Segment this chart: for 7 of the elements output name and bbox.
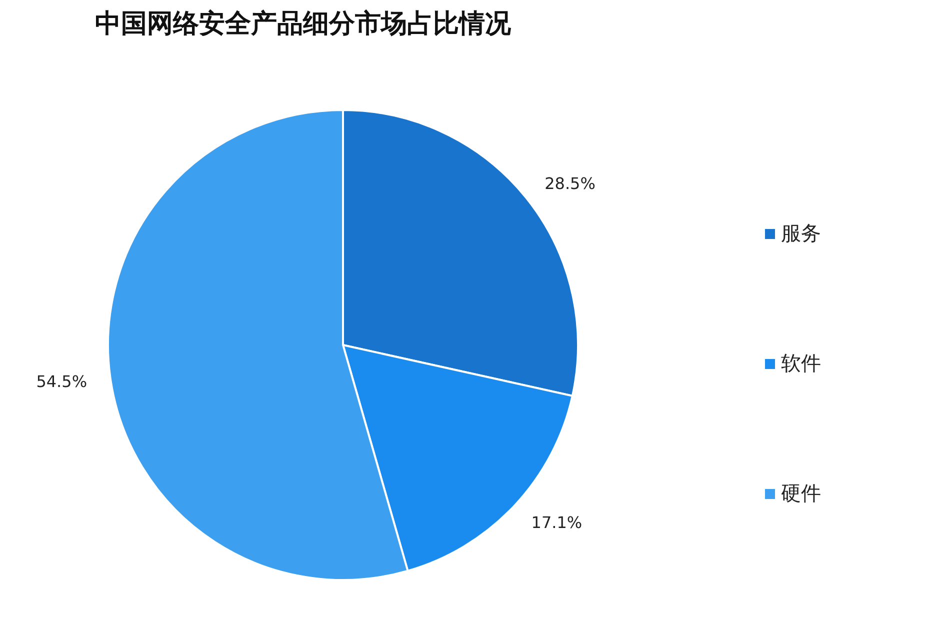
legend-label: 服务 bbox=[781, 221, 821, 245]
data-label: 54.5% bbox=[36, 372, 88, 391]
data-label: 17.1% bbox=[531, 513, 582, 532]
data-label: 28.5% bbox=[544, 174, 596, 194]
legend-label: 软件 bbox=[781, 351, 821, 375]
legend-label: 硬件 bbox=[781, 481, 821, 505]
chart-title: 中国网络安全产品细分市场占比情况 bbox=[95, 9, 512, 39]
